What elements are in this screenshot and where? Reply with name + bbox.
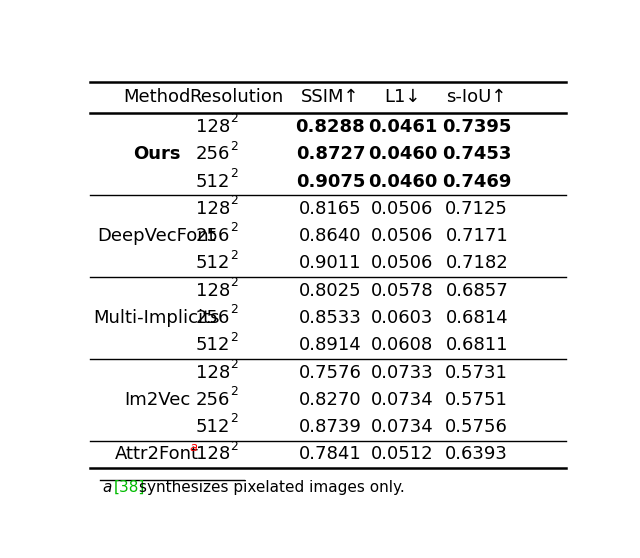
Text: 0.6393: 0.6393 bbox=[445, 445, 508, 463]
Text: 2: 2 bbox=[230, 249, 238, 262]
Text: 0.8914: 0.8914 bbox=[299, 336, 362, 354]
Text: 0.7576: 0.7576 bbox=[299, 364, 362, 382]
Text: 0.8270: 0.8270 bbox=[299, 391, 362, 409]
Text: 0.7125: 0.7125 bbox=[445, 200, 508, 218]
Text: 0.0506: 0.0506 bbox=[371, 200, 433, 218]
Text: 2: 2 bbox=[230, 385, 238, 398]
Text: DeepVecFont: DeepVecFont bbox=[97, 227, 216, 245]
Text: 0.9075: 0.9075 bbox=[296, 172, 365, 191]
Text: 0.5751: 0.5751 bbox=[445, 391, 508, 409]
Text: 512: 512 bbox=[196, 172, 230, 191]
Text: Im2Vec: Im2Vec bbox=[124, 391, 190, 409]
Text: 2: 2 bbox=[230, 222, 238, 234]
Text: 0.7171: 0.7171 bbox=[445, 227, 508, 245]
Text: Ours: Ours bbox=[133, 145, 180, 163]
Text: 2: 2 bbox=[230, 330, 238, 344]
Text: 0.0603: 0.0603 bbox=[371, 309, 433, 327]
Text: Attr2Font: Attr2Font bbox=[115, 445, 199, 463]
Text: 0.0608: 0.0608 bbox=[371, 336, 433, 354]
Text: 2: 2 bbox=[230, 167, 238, 180]
Text: 256: 256 bbox=[196, 391, 230, 409]
Text: 0.7182: 0.7182 bbox=[445, 254, 508, 272]
Text: 0.0733: 0.0733 bbox=[371, 364, 434, 382]
Text: Multi-Implicits: Multi-Implicits bbox=[93, 309, 220, 327]
Text: synthesizes pixelated images only.: synthesizes pixelated images only. bbox=[138, 480, 404, 495]
Text: 0.8288: 0.8288 bbox=[296, 118, 365, 136]
Text: 256: 256 bbox=[196, 227, 230, 245]
Text: 2: 2 bbox=[230, 194, 238, 207]
Text: 128: 128 bbox=[196, 364, 230, 382]
Text: 0.8165: 0.8165 bbox=[299, 200, 362, 218]
Text: 0.7841: 0.7841 bbox=[299, 445, 362, 463]
Text: 0.0461: 0.0461 bbox=[368, 118, 437, 136]
Text: 0.8739: 0.8739 bbox=[299, 418, 362, 436]
Text: 2: 2 bbox=[230, 304, 238, 316]
Text: s-IoU↑: s-IoU↑ bbox=[447, 88, 507, 106]
Text: 512: 512 bbox=[196, 418, 230, 436]
Text: 128: 128 bbox=[196, 445, 230, 463]
Text: 0.8025: 0.8025 bbox=[299, 282, 362, 300]
Text: SSIM↑: SSIM↑ bbox=[301, 88, 360, 106]
Text: 0.8640: 0.8640 bbox=[300, 227, 362, 245]
Text: 0.8533: 0.8533 bbox=[299, 309, 362, 327]
Text: 0.6811: 0.6811 bbox=[445, 336, 508, 354]
Text: 0.0734: 0.0734 bbox=[371, 391, 434, 409]
Text: 0.0578: 0.0578 bbox=[371, 282, 434, 300]
Text: 0.0506: 0.0506 bbox=[371, 227, 433, 245]
Text: 128: 128 bbox=[196, 282, 230, 300]
Text: L1↓: L1↓ bbox=[384, 88, 420, 106]
Text: 0.6857: 0.6857 bbox=[445, 282, 508, 300]
Text: 2: 2 bbox=[230, 276, 238, 289]
Text: 0.7395: 0.7395 bbox=[442, 118, 511, 136]
Text: 0.0512: 0.0512 bbox=[371, 445, 434, 463]
Text: 128: 128 bbox=[196, 118, 230, 136]
Text: 256: 256 bbox=[196, 145, 230, 163]
Text: 0.0460: 0.0460 bbox=[368, 145, 437, 163]
Text: [38]: [38] bbox=[114, 480, 145, 495]
Text: 0.5731: 0.5731 bbox=[445, 364, 508, 382]
Text: 128: 128 bbox=[196, 200, 230, 218]
Text: a: a bbox=[102, 480, 112, 495]
Text: 0.0460: 0.0460 bbox=[368, 172, 437, 191]
Text: 0.9011: 0.9011 bbox=[300, 254, 362, 272]
Text: 2: 2 bbox=[230, 358, 238, 371]
Text: Resolution: Resolution bbox=[189, 88, 284, 106]
Text: 2: 2 bbox=[230, 440, 238, 453]
Text: 2: 2 bbox=[230, 140, 238, 152]
Text: 2: 2 bbox=[230, 112, 238, 126]
Text: 0.8727: 0.8727 bbox=[296, 145, 365, 163]
Text: 0.0506: 0.0506 bbox=[371, 254, 433, 272]
Text: 256: 256 bbox=[196, 309, 230, 327]
Text: 0.0734: 0.0734 bbox=[371, 418, 434, 436]
Text: 512: 512 bbox=[196, 254, 230, 272]
Text: 512: 512 bbox=[196, 336, 230, 354]
Text: a: a bbox=[189, 441, 197, 454]
Text: Method: Method bbox=[123, 88, 191, 106]
Text: 0.7469: 0.7469 bbox=[442, 172, 511, 191]
Text: 0.6814: 0.6814 bbox=[445, 309, 508, 327]
Text: 2: 2 bbox=[230, 412, 238, 425]
Text: 0.5756: 0.5756 bbox=[445, 418, 508, 436]
Text: 0.7453: 0.7453 bbox=[442, 145, 511, 163]
